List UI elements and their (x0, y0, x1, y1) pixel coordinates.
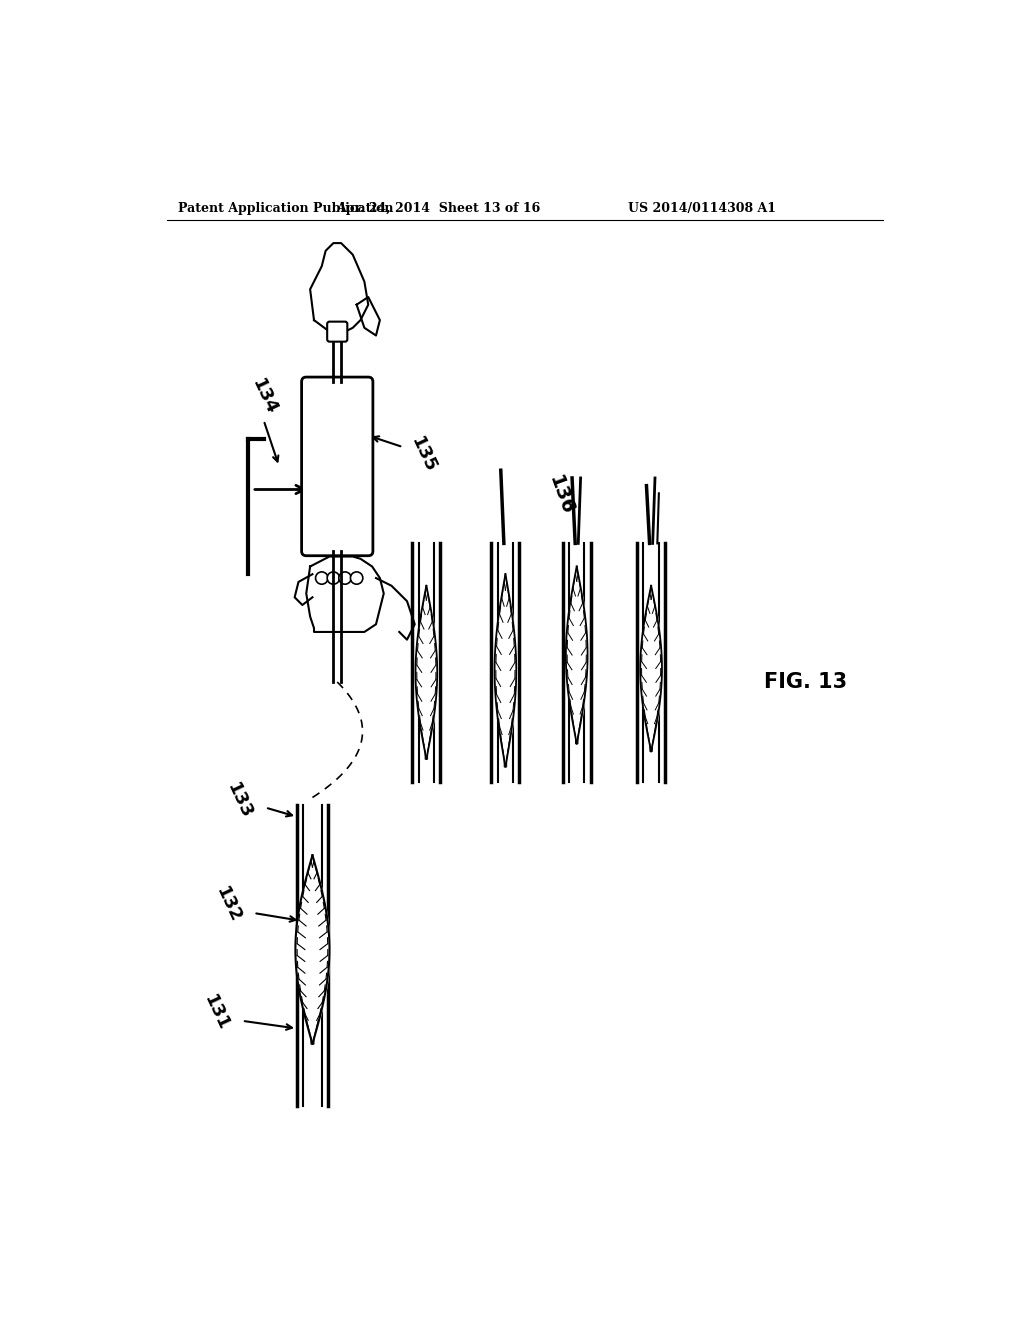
Circle shape (350, 572, 362, 585)
FancyBboxPatch shape (302, 378, 373, 556)
Text: 136: 136 (545, 473, 577, 517)
Circle shape (315, 572, 328, 585)
Text: US 2014/0114308 A1: US 2014/0114308 A1 (628, 202, 776, 215)
Text: 135: 135 (407, 434, 439, 475)
Text: FIG. 13: FIG. 13 (764, 672, 847, 692)
Circle shape (339, 572, 351, 585)
Text: Patent Application Publication: Patent Application Publication (178, 202, 394, 215)
Circle shape (328, 572, 340, 585)
Text: Apr. 24, 2014  Sheet 13 of 16: Apr. 24, 2014 Sheet 13 of 16 (336, 202, 540, 215)
FancyBboxPatch shape (328, 322, 347, 342)
Text: 132: 132 (212, 884, 245, 927)
Text: 134: 134 (248, 376, 281, 418)
Text: 131: 131 (201, 993, 232, 1034)
Text: 133: 133 (223, 780, 256, 822)
